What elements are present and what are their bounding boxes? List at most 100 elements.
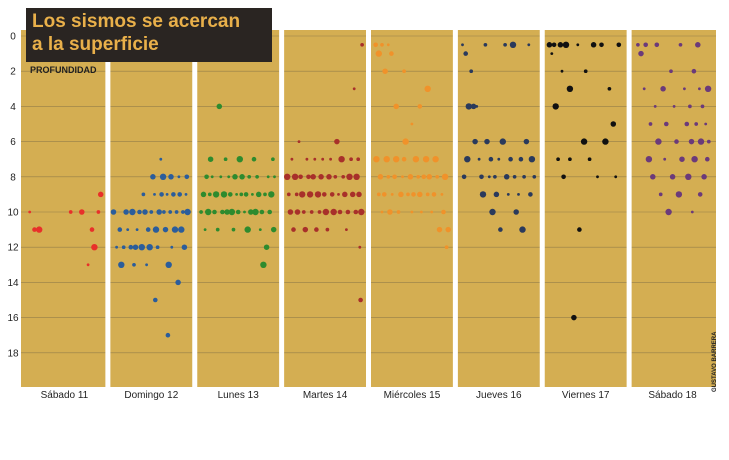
data-point: [688, 138, 695, 145]
data-point: [691, 68, 697, 74]
data-point: [663, 157, 667, 161]
data-point: [648, 122, 653, 126]
data-point: [658, 192, 663, 197]
data-point: [358, 208, 365, 216]
data-point: [220, 209, 225, 215]
data-point: [96, 210, 101, 214]
data-point: [550, 52, 554, 55]
data-point: [552, 103, 559, 110]
data-point: [212, 191, 220, 198]
data-point: [32, 227, 37, 232]
data-point: [683, 87, 686, 91]
data-point: [152, 226, 160, 233]
data-point: [325, 227, 330, 232]
data-point: [519, 226, 526, 233]
data-point: [294, 209, 301, 215]
data-point: [465, 103, 472, 110]
data-point: [424, 85, 431, 93]
data-point: [150, 174, 156, 180]
chart-title-line-2: a la superficie: [32, 34, 159, 55]
y-tick-label: 10: [7, 208, 19, 219]
data-point: [346, 173, 353, 180]
data-point: [86, 263, 90, 267]
data-point: [445, 226, 451, 233]
data-point: [291, 173, 299, 180]
data-point: [177, 175, 181, 179]
y-tick-label: 2: [10, 67, 16, 78]
data-point: [669, 174, 676, 180]
data-point: [243, 192, 249, 197]
data-point: [110, 209, 117, 215]
data-point: [642, 87, 646, 91]
data-point: [461, 43, 464, 47]
data-point: [123, 209, 129, 215]
data-point: [577, 227, 582, 232]
data-point: [267, 209, 273, 215]
data-point: [436, 226, 443, 233]
data-point: [200, 191, 207, 198]
data-point: [271, 157, 275, 162]
data-point: [337, 193, 340, 196]
data-point: [694, 122, 699, 126]
data-point: [375, 50, 382, 57]
data-point: [675, 191, 683, 198]
data-point: [396, 210, 401, 214]
data-point: [685, 173, 692, 180]
data-point: [557, 42, 564, 48]
data-point: [431, 192, 437, 197]
data-point: [286, 192, 291, 197]
data-point: [393, 103, 399, 110]
data-point: [314, 227, 319, 232]
x-tick-label: Viernes 17: [562, 390, 610, 401]
x-tick-label: Jueves 16: [476, 390, 522, 401]
data-point: [141, 192, 146, 197]
data-point: [616, 42, 622, 48]
x-tick-label: Lunes 13: [218, 390, 260, 401]
data-point: [181, 210, 185, 214]
data-point: [171, 226, 179, 233]
data-point: [417, 104, 423, 109]
data-point: [341, 174, 346, 179]
y-tick-label: 14: [7, 278, 19, 289]
day-separator: [192, 30, 198, 387]
data-point: [135, 228, 139, 232]
data-point: [210, 175, 214, 179]
data-point: [650, 174, 656, 180]
data-point: [345, 228, 348, 232]
data-point: [159, 173, 167, 180]
day-separator: [452, 30, 458, 387]
data-point: [706, 139, 711, 144]
data-point: [376, 192, 381, 197]
data-point: [215, 227, 220, 232]
data-point: [472, 138, 478, 145]
data-point: [333, 174, 338, 179]
data-point: [137, 209, 142, 215]
data-point: [499, 138, 506, 145]
data-point: [349, 157, 353, 162]
data-point: [244, 226, 251, 233]
data-point: [358, 245, 362, 249]
data-point: [309, 210, 314, 214]
data-point: [146, 244, 153, 251]
data-point: [383, 156, 390, 163]
data-point: [126, 228, 130, 232]
data-point: [207, 156, 214, 162]
data-point: [181, 244, 188, 250]
data-point: [203, 228, 207, 232]
data-point: [118, 261, 125, 268]
data-point: [390, 193, 394, 196]
chart-title-line-1: Los sismos se acercan: [32, 11, 241, 32]
data-point: [322, 192, 327, 197]
data-point: [342, 191, 348, 198]
data-point: [129, 208, 136, 216]
data-point: [475, 105, 479, 108]
day-separator: [105, 30, 111, 387]
data-point: [159, 192, 164, 197]
data-point: [571, 314, 577, 321]
data-point: [239, 192, 244, 197]
data-point: [464, 156, 471, 163]
data-point: [607, 86, 612, 91]
data-point: [89, 227, 95, 232]
data-point: [128, 244, 134, 250]
data-point: [79, 209, 85, 215]
